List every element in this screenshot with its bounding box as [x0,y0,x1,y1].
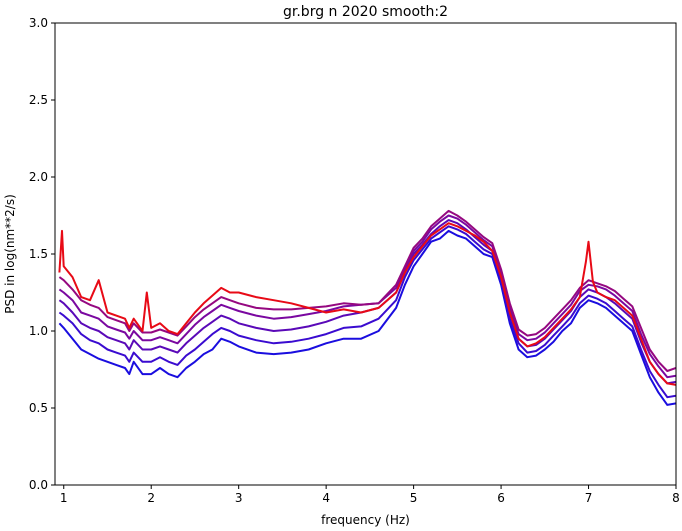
y-tick-label: 0.0 [29,478,48,492]
x-tick-label: 5 [410,491,418,505]
x-tick-label: 3 [235,491,243,505]
series-line-5 [58,209,676,372]
x-tick-label: 7 [585,491,593,505]
series-line-3 [58,219,676,385]
x-tick-label: 2 [147,491,155,505]
series-line-2 [58,225,676,399]
x-axis-label: frequency (Hz) [321,513,410,527]
series-line-4 [58,214,676,379]
x-tick-label: 8 [672,491,680,505]
plot-frame [54,22,677,486]
y-tick-label: 2.5 [29,93,48,107]
y-tick-label: 3.0 [29,16,48,30]
y-tick-label: 2.0 [29,170,48,184]
series-layer [58,209,676,406]
series-line-6 [58,222,676,386]
y-tick-label: 1.0 [29,324,48,338]
y-tick-label: 0.5 [29,401,48,415]
x-tick-label: 4 [322,491,330,505]
y-axis: 0.0 0.5 1.0 1.5 2.0 2.5 3.0 [29,16,55,492]
chart-title: gr.brg n 2020 smooth:2 [283,4,448,20]
x-axis: 1 2 3 4 5 6 7 8 [60,485,680,505]
y-axis-label: PSD in log(nm**2/s) [3,194,17,314]
series-line-1 [58,229,676,406]
y-tick-label: 1.5 [29,247,48,261]
x-tick-label: 1 [60,491,68,505]
x-tick-label: 6 [497,491,505,505]
